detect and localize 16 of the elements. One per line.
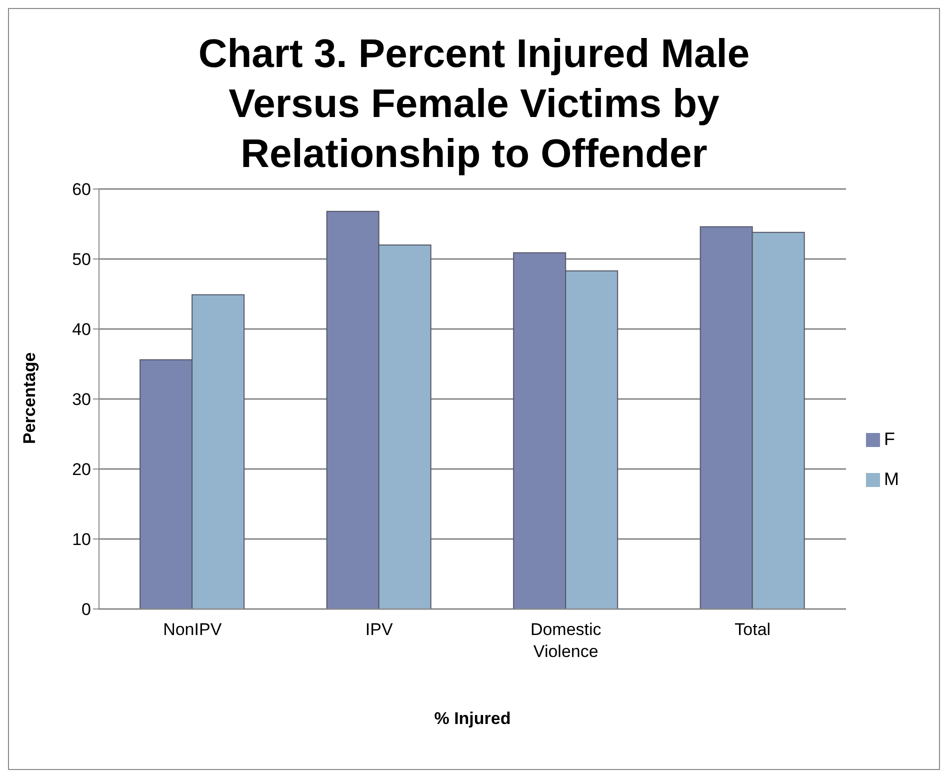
x-tick-label: IPV: [365, 620, 394, 639]
y-axis-title: Percentage: [20, 352, 40, 444]
y-tick-label: 60: [72, 180, 91, 200]
y-tick-label: 20: [72, 460, 91, 480]
y-tick-label: 50: [72, 250, 91, 270]
y-tick-label: 0: [82, 600, 91, 620]
chart-title: Chart 3. Percent Injured Male Versus Female Victims by Relationship to Offender: [197, 31, 751, 178]
x-tick-label: Domestic Violence: [530, 620, 602, 661]
x-tick-label: Total: [734, 620, 771, 639]
y-tick-label: 10: [72, 530, 91, 550]
legend-label: M: [884, 469, 899, 489]
x-axis-title: % Injured: [434, 709, 511, 728]
y-tick-label: 40: [72, 320, 91, 340]
legend-label: F: [884, 429, 895, 449]
x-tick-label: NonIPV: [163, 620, 222, 639]
y-tick-label: 30: [72, 390, 91, 410]
